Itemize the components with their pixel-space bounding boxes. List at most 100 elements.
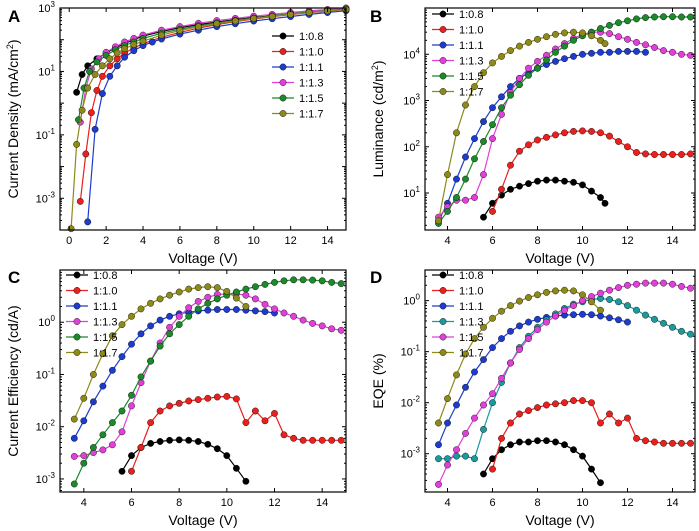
- data-point: [570, 53, 577, 60]
- data-point: [90, 398, 97, 406]
- data-point: [615, 33, 622, 41]
- data-point: [687, 150, 694, 158]
- legend-marker: [73, 318, 81, 325]
- data-point: [525, 39, 532, 46]
- data-point: [148, 38, 156, 46]
- data-point: [489, 344, 496, 351]
- data-point: [561, 286, 568, 294]
- data-point: [651, 151, 658, 158]
- series-line: [73, 308, 275, 439]
- data-point: [561, 399, 568, 407]
- legend: 1:0.8 1:1.0 1:1.1 1:1.3 1:1.5 1:1.7: [66, 270, 117, 360]
- data-point: [660, 319, 667, 327]
- data-point: [328, 325, 336, 333]
- data-point: [651, 315, 658, 323]
- data-point: [231, 17, 239, 25]
- data-point: [194, 305, 202, 313]
- data-point: [570, 397, 577, 404]
- data-point: [489, 207, 496, 215]
- data-point: [118, 321, 126, 328]
- data-point: [73, 140, 81, 148]
- data-point: [642, 14, 649, 22]
- legend-marker: [279, 48, 287, 55]
- x-tick-label: 6: [177, 235, 183, 247]
- data-point: [318, 322, 326, 330]
- x-tick-label: 10: [576, 497, 588, 509]
- data-point: [444, 171, 451, 179]
- data-point: [261, 417, 269, 425]
- data-point: [552, 58, 559, 65]
- x-axis-label: Voltage (V): [525, 512, 594, 528]
- data-point: [99, 90, 106, 98]
- data-point: [615, 19, 622, 27]
- data-point: [588, 399, 595, 407]
- data-point: [99, 382, 107, 390]
- data-point: [642, 311, 649, 319]
- data-point: [109, 332, 116, 340]
- y-tick-label: 10-2: [401, 395, 421, 410]
- data-point: [232, 288, 240, 296]
- data-point: [175, 312, 183, 320]
- data-point: [128, 452, 135, 459]
- data-point: [525, 71, 532, 79]
- data-point: [194, 23, 202, 31]
- data-point: [678, 327, 685, 335]
- data-point: [498, 53, 505, 60]
- data-point: [99, 62, 106, 70]
- data-point: [250, 15, 258, 22]
- legend-label: 1:1.7: [299, 109, 323, 121]
- data-point: [606, 296, 613, 303]
- data-point: [328, 436, 336, 444]
- data-point: [570, 311, 577, 319]
- data-point: [78, 71, 86, 78]
- data-point: [90, 444, 97, 451]
- legend: 1:0.8 1:1.0 1:1.1 1:1.3 1:1.5 1:1.7: [432, 270, 483, 360]
- data-point: [489, 314, 496, 322]
- data-point: [516, 182, 523, 190]
- data-point: [597, 48, 604, 56]
- legend-label: 1:0.8: [459, 270, 483, 282]
- series-1-1.7: [70, 283, 250, 423]
- data-point: [507, 302, 514, 309]
- data-point: [624, 318, 631, 326]
- data-point: [543, 176, 550, 184]
- data-point: [534, 326, 541, 333]
- x-tick-label: 6: [489, 497, 495, 509]
- data-point: [309, 276, 316, 284]
- data-point: [147, 439, 155, 447]
- data-point: [251, 283, 259, 291]
- data-point: [80, 459, 88, 467]
- x-axis-label: Voltage (V): [168, 512, 237, 528]
- series-1-1.7: [435, 28, 609, 225]
- legend-label: 1:1.1: [93, 301, 117, 313]
- legend-label: 1:0.8: [93, 270, 117, 282]
- data-point: [130, 41, 138, 48]
- data-point: [552, 438, 559, 446]
- data-point: [498, 307, 505, 315]
- data-point: [147, 419, 155, 426]
- legend: 1:0.8 1:1.0 1:1.1 1:1.3 1:1.5 1:1.7: [272, 31, 323, 121]
- legend-marker: [73, 349, 81, 356]
- data-point: [597, 419, 604, 427]
- data-point: [660, 279, 667, 287]
- legend-label: 1:0.8: [299, 31, 323, 43]
- data-point: [156, 342, 164, 350]
- y-tick-label: 10-1: [36, 127, 56, 142]
- data-point: [435, 455, 442, 463]
- data-point: [669, 48, 676, 56]
- data-point: [489, 104, 496, 112]
- data-point: [113, 62, 121, 70]
- data-point: [633, 280, 640, 288]
- data-point: [70, 452, 78, 460]
- data-point: [175, 288, 183, 296]
- data-point: [299, 436, 307, 444]
- data-point: [561, 177, 568, 185]
- data-point: [453, 175, 460, 183]
- data-point: [471, 368, 478, 376]
- data-point: [318, 277, 326, 285]
- data-point: [309, 436, 316, 444]
- legend-marker: [439, 287, 447, 294]
- legend-label: 1:1.1: [299, 62, 323, 74]
- x-tick-label: 12: [285, 235, 297, 247]
- data-point: [299, 276, 307, 284]
